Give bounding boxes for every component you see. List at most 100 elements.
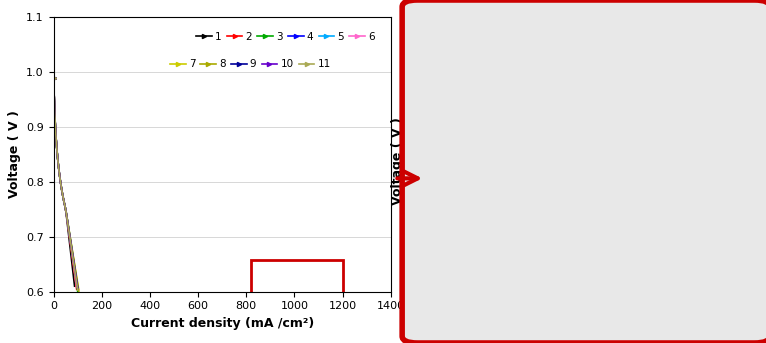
4	[468, 152, 477, 156]
3	[63, 218, 72, 222]
2	[582, 249, 591, 253]
8	[53, 158, 62, 162]
11	[50, 110, 59, 114]
6	[58, 195, 67, 199]
2	[484, 184, 493, 188]
8	[50, 110, 59, 114]
4	[68, 252, 77, 256]
4	[473, 155, 482, 159]
5	[49, 75, 58, 80]
FancyArrowPatch shape	[398, 172, 417, 185]
4	[478, 158, 487, 163]
11	[49, 75, 58, 80]
5	[52, 146, 61, 150]
2	[555, 231, 565, 235]
6	[57, 183, 66, 187]
7	[64, 229, 74, 234]
1	[60, 200, 69, 204]
4	[587, 238, 596, 242]
10	[61, 205, 70, 209]
11	[52, 146, 61, 150]
11	[57, 183, 66, 187]
11	[72, 281, 81, 285]
4	[64, 231, 74, 235]
1	[64, 239, 74, 243]
2	[471, 175, 480, 179]
2	[640, 288, 650, 292]
9	[55, 176, 64, 180]
6	[61, 205, 70, 209]
5	[51, 131, 61, 135]
2	[649, 294, 658, 298]
Legend: 2, 4: 2, 4	[655, 32, 724, 51]
4	[520, 190, 529, 194]
9	[68, 251, 77, 256]
4	[582, 234, 591, 238]
4	[57, 183, 66, 187]
2	[569, 240, 578, 244]
4	[644, 279, 653, 283]
7	[72, 275, 81, 279]
2	[444, 156, 453, 161]
8	[61, 210, 70, 214]
3	[51, 131, 61, 135]
6	[61, 211, 70, 215]
Legend: 7, 8, 9, 10, 11: 7, 8, 9, 10, 11	[165, 55, 335, 74]
4	[511, 183, 520, 187]
Line: 5: 5	[51, 75, 80, 288]
2	[60, 200, 69, 204]
1	[68, 266, 77, 270]
8	[67, 243, 76, 247]
6	[71, 277, 80, 282]
9	[54, 167, 64, 172]
2	[71, 280, 80, 284]
2	[573, 243, 582, 247]
10	[67, 245, 76, 249]
7	[70, 262, 79, 266]
4	[496, 172, 506, 176]
9	[57, 183, 66, 187]
5	[61, 205, 70, 209]
4	[502, 176, 511, 180]
1	[61, 212, 70, 216]
10	[71, 273, 80, 277]
9	[58, 195, 67, 199]
10	[73, 287, 82, 291]
2	[64, 234, 74, 238]
3	[70, 268, 79, 272]
9	[64, 224, 73, 228]
6	[64, 226, 73, 230]
7	[74, 287, 83, 292]
9	[70, 265, 79, 269]
3	[64, 225, 73, 229]
7	[73, 281, 82, 285]
2	[533, 216, 542, 220]
5	[50, 110, 59, 114]
4	[66, 238, 75, 242]
3	[64, 232, 74, 236]
10	[52, 146, 61, 150]
4	[535, 200, 544, 204]
6	[51, 131, 61, 135]
8	[70, 263, 79, 267]
10	[57, 183, 66, 187]
2	[658, 300, 667, 304]
4	[558, 217, 568, 221]
6	[72, 285, 81, 289]
7	[61, 205, 70, 209]
5	[53, 158, 62, 162]
4	[69, 259, 78, 263]
11	[53, 158, 62, 162]
10	[60, 200, 69, 204]
2	[68, 257, 77, 261]
2	[61, 205, 70, 209]
Line: 9: 9	[51, 75, 80, 289]
4	[658, 289, 667, 294]
4	[67, 245, 76, 249]
1	[53, 158, 62, 162]
4	[51, 131, 61, 135]
1	[70, 284, 79, 288]
4	[487, 165, 496, 169]
8	[54, 167, 64, 172]
8	[71, 269, 80, 273]
